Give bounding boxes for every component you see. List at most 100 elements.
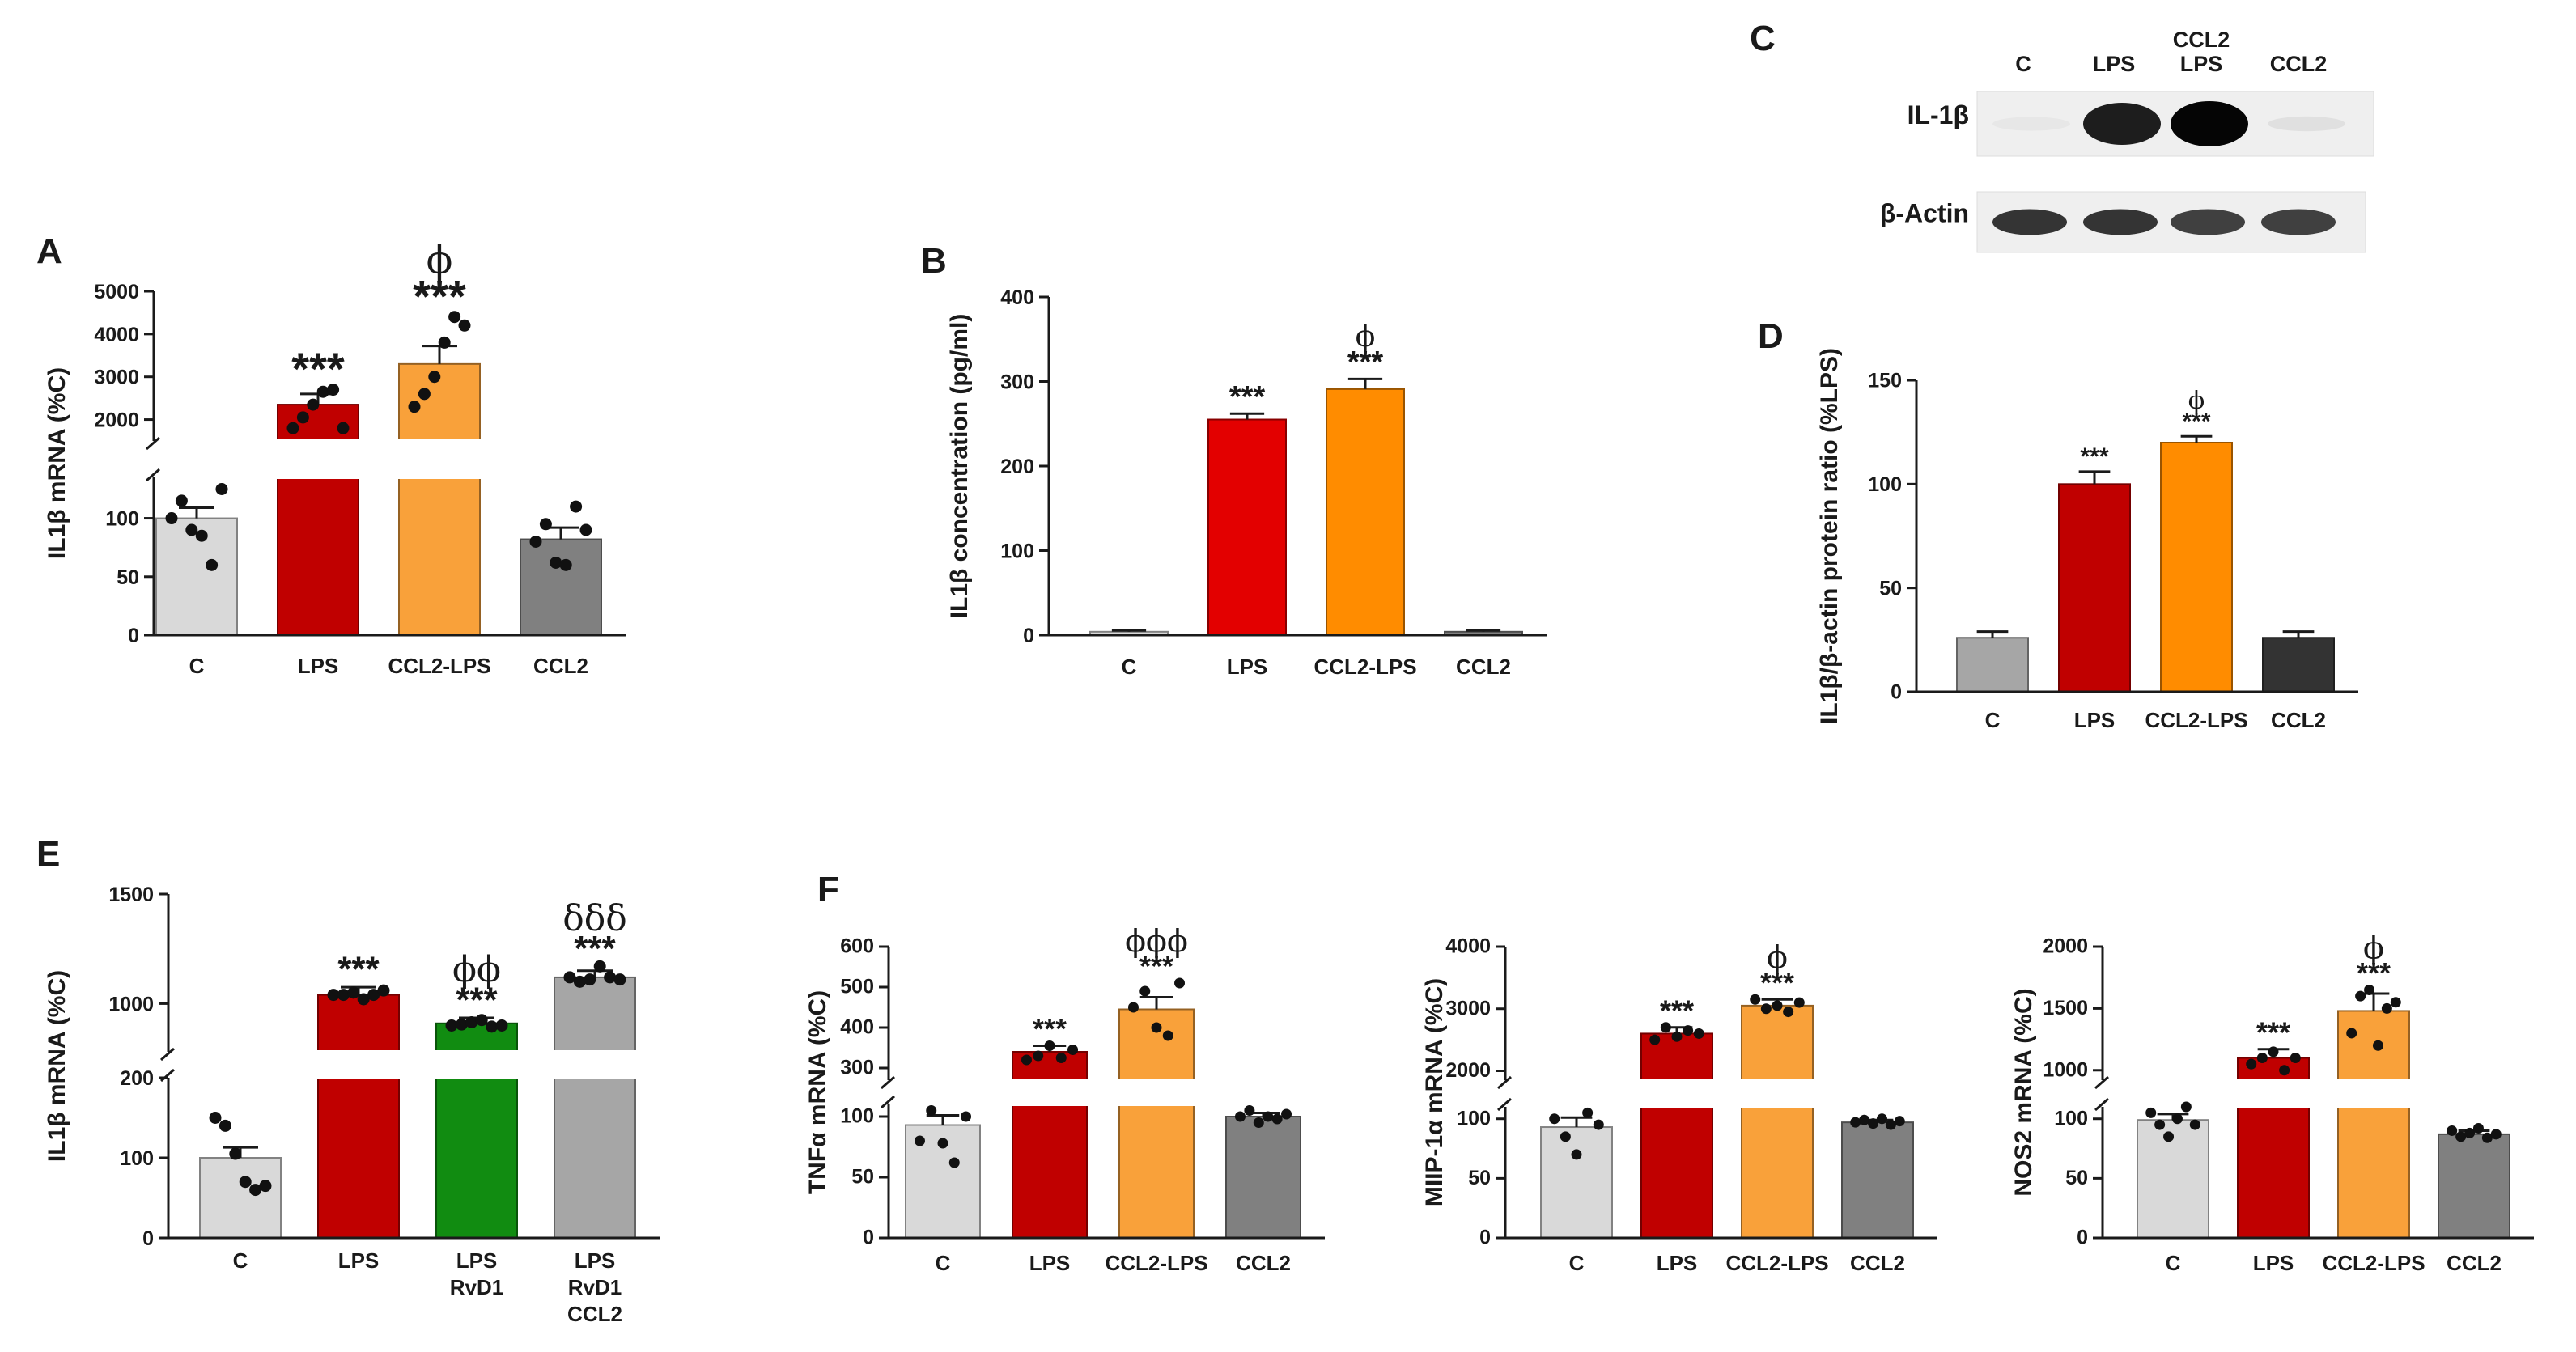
significance-stars-E-3: *** <box>574 929 616 968</box>
point-A-3-1 <box>539 518 552 531</box>
blot-band-il1b-2 <box>2171 101 2248 146</box>
point-F1-3-5 <box>1281 1108 1292 1120</box>
point-E-1-1 <box>337 989 350 1002</box>
point-F2-3-0 <box>1850 1117 1861 1128</box>
point-E-3-0 <box>563 971 576 984</box>
blot-band-il1b-0 <box>1992 117 2070 130</box>
point-E-3-3 <box>593 960 606 973</box>
y-tick-label-E: 0 <box>142 1227 154 1250</box>
y-tick-label-D: 150 <box>1868 370 1902 392</box>
point-F1-1-0 <box>1021 1054 1032 1066</box>
point-F1-1-4 <box>1067 1045 1079 1055</box>
significance-stars-D-2: *** <box>2182 408 2210 434</box>
point-E-2-5 <box>495 1019 508 1032</box>
bar-D-2 <box>2160 442 2233 693</box>
point-F3-3-3 <box>2472 1123 2484 1134</box>
bar-D-0 <box>1956 637 2029 693</box>
point-F2-0-1 <box>1560 1131 1571 1142</box>
point-F3-2-5 <box>2390 997 2401 1008</box>
point-F2-2-0 <box>1750 994 1761 1005</box>
y-tick-label-F1: 300 <box>840 1057 874 1079</box>
point-F3-3-0 <box>2447 1125 2458 1136</box>
panel-label-e: E <box>36 834 60 874</box>
point-F1-3-3 <box>1263 1111 1274 1122</box>
y-tick-label-F2: 2000 <box>1445 1059 1491 1082</box>
point-E-3-2 <box>584 973 596 986</box>
point-F3-0-2 <box>2163 1131 2175 1142</box>
x-tick-label-B: CCL2 <box>1456 655 1511 679</box>
point-A-2-2 <box>428 371 441 384</box>
point-F2-3-5 <box>1894 1116 1905 1127</box>
x-tick-label-F3: CCL2 <box>2447 1251 2502 1275</box>
point-E-0-4 <box>249 1184 262 1197</box>
x-tick-label-F1: LPS <box>1029 1251 1071 1275</box>
bar-F1-3 <box>1225 1116 1301 1239</box>
bar-F2-1 <box>1640 1032 1713 1240</box>
point-F2-2-2 <box>1772 1000 1783 1011</box>
point-A-0-5 <box>215 482 228 495</box>
significance-symbol-B-2: ϕ <box>1356 320 1376 354</box>
significance-symbol-F3-2: ϕ <box>2363 930 2384 965</box>
point-F3-3-2 <box>2464 1127 2476 1138</box>
y-tick-label-B: 0 <box>1023 625 1034 647</box>
point-E-3-1 <box>573 975 586 988</box>
significance-symbol-E-2: ϕϕ <box>452 949 501 990</box>
y-tick-label-F1: 0 <box>863 1227 874 1249</box>
significance-stars-F3-2: *** <box>2357 956 2391 990</box>
y-tick-label-E: 1500 <box>108 884 154 906</box>
point-A-2-4 <box>448 311 461 324</box>
point-F3-1-2 <box>2268 1046 2279 1057</box>
point-F2-2-3 <box>1783 1007 1794 1018</box>
blot-row-label-0: IL-1β <box>1908 100 1969 129</box>
bar-F3-2 <box>2337 1010 2410 1239</box>
y-tick-label-A: 2000 <box>94 409 139 432</box>
x-tick-label-E: CCL2 <box>567 1302 622 1326</box>
y-axis-label-F3: NOS2 mRNA (%C) <box>2010 988 2037 1196</box>
point-A-2-0 <box>408 401 421 413</box>
chart-F3: 0 50 100 1000 1500 2000 C LPS CCL2-LPS CCL2 NOS2 m… <box>2010 930 2540 1275</box>
point-F3-0-1 <box>2154 1119 2166 1130</box>
point-E-0-0 <box>209 1112 222 1124</box>
y-tick-label-F3: 50 <box>2065 1167 2088 1189</box>
axis-break-gap-F1 <box>895 1079 1331 1106</box>
y-tick-label-F2: 0 <box>1479 1227 1491 1249</box>
y-tick-label-B: 400 <box>1000 286 1034 309</box>
significance-stars-F1-1: *** <box>1033 1012 1067 1045</box>
point-E-0-1 <box>219 1119 231 1132</box>
y-tick-label-B: 200 <box>1000 456 1034 478</box>
point-F2-3-2 <box>1868 1118 1879 1129</box>
y-tick-label-B: 100 <box>1000 540 1034 563</box>
point-F3-1-3 <box>2279 1065 2290 1076</box>
x-tick-label-D: C <box>1985 708 2001 732</box>
point-F2-0-0 <box>1549 1113 1560 1125</box>
axis-break-mark-low-A <box>146 468 160 482</box>
y-tick-label-F3: 1500 <box>2043 997 2088 1019</box>
point-A-0-0 <box>165 512 178 525</box>
point-F3-2-2 <box>2364 984 2375 995</box>
point-F1-1-2 <box>1044 1040 1055 1051</box>
point-F1-0-1 <box>926 1105 937 1116</box>
panel-label-d: D <box>1758 316 1784 356</box>
x-tick-label-A: LPS <box>298 654 339 678</box>
axis-break-mark-up-A <box>146 436 160 451</box>
point-E-2-0 <box>445 1019 458 1032</box>
axis-break-mark-up-F2 <box>1497 1075 1512 1090</box>
point-E-0-2 <box>229 1147 242 1160</box>
chart-F2: 0 50 100 2000 3000 4000 C LPS CCL2-LPS CCL2 MIIP-1… <box>1421 935 1944 1275</box>
bar-E-0 <box>199 1157 282 1239</box>
x-tick-label-E: RvD1 <box>450 1275 503 1299</box>
point-A-3-5 <box>579 523 592 536</box>
blot-band-il1b-1 <box>2083 103 2161 145</box>
point-A-2-1 <box>418 388 431 401</box>
y-axis-label-A: IL1β mRNA (%C) <box>44 367 70 559</box>
point-F2-1-0 <box>1649 1034 1661 1045</box>
y-tick-label-F1: 600 <box>840 935 874 958</box>
bar-D-3 <box>2262 637 2335 693</box>
point-F3-2-1 <box>2355 990 2366 1002</box>
blot-band-actin-1 <box>2083 209 2158 235</box>
point-F2-1-1 <box>1660 1022 1671 1033</box>
point-E-1-3 <box>357 993 370 1006</box>
panel-label-f: F <box>817 870 839 909</box>
y-tick-label-E: 1000 <box>108 993 154 1015</box>
